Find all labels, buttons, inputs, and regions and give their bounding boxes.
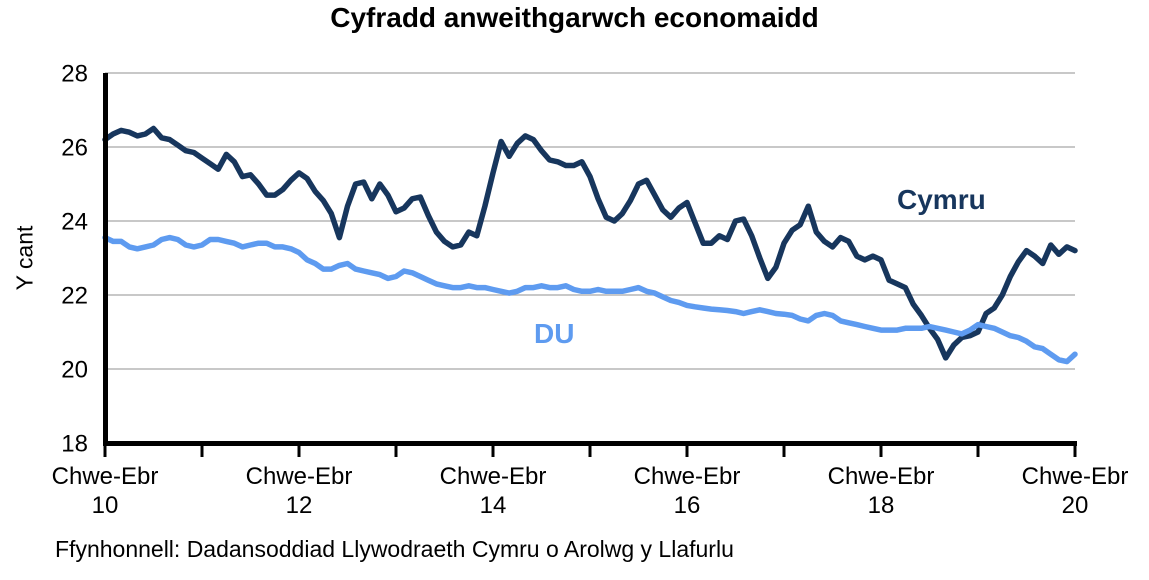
y-tick-label: 24 [61,209,88,236]
x-tick-label-year: 12 [286,492,313,519]
series-label-du: DU [534,318,575,349]
y-tick-label: 18 [61,431,88,458]
x-tick-label-season: Chwe-Ebr [52,463,159,490]
chart-title: Cyfradd anweithgarwch economaidd [330,2,819,33]
x-tick-label-season: Chwe-Ebr [634,463,741,490]
du-line [102,234,1078,365]
x-axis-ticks [103,446,1077,457]
x-tick-label-season: Chwe-Ebr [1022,463,1129,490]
cymru-line [102,125,1078,361]
x-tick-label-year: 14 [480,492,507,519]
y-tick-label: 20 [61,357,88,384]
x-tick-label-season: Chwe-Ebr [828,463,935,490]
x-tick-label-year: 16 [674,492,701,519]
gridlines [105,72,1075,370]
series-lines [102,125,1078,365]
x-tick-labels: Chwe-Ebr10Chwe-Ebr12Chwe-Ebr14Chwe-Ebr16… [52,463,1129,519]
x-tick-label-year: 10 [92,492,119,519]
x-tick-label-year: 20 [1062,492,1089,519]
series-label-cymru: Cymru [897,184,986,215]
x-tick-label-season: Chwe-Ebr [246,463,353,490]
y-tick-label: 28 [61,61,88,88]
x-tick-label-year: 18 [868,492,895,519]
source-note: Ffynhonnell: Dadansoddiad Llywodraeth Cy… [55,536,734,562]
y-tick-label: 26 [61,135,88,162]
y-tick-labels: 28 26 24 22 20 18 [61,61,88,458]
y-tick-label: 22 [61,283,88,310]
x-tick-label-season: Chwe-Ebr [440,463,547,490]
